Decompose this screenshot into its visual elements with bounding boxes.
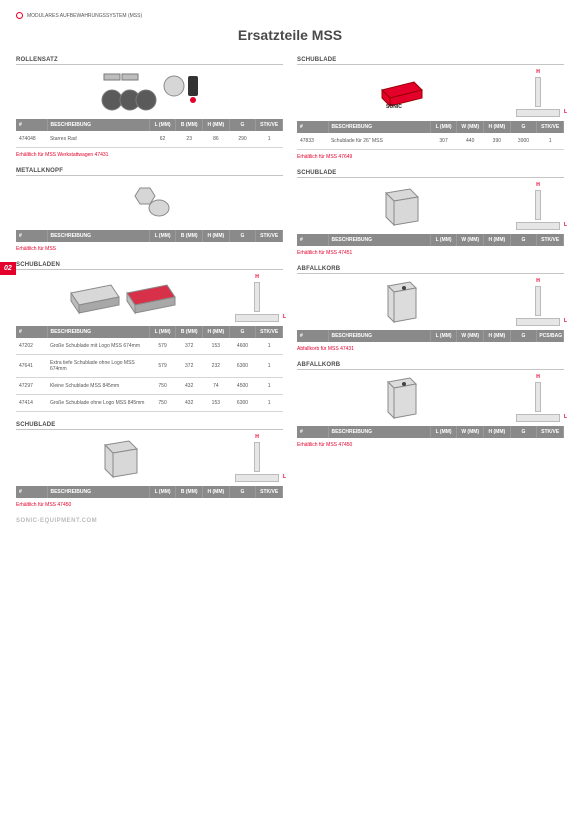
content-columns: ROLLENSATZ #BESCHREIBUNGL (MM)B (MM)H (MM…	[16, 57, 564, 508]
product-image: SONIC	[297, 71, 506, 117]
product-image	[16, 276, 225, 322]
table-row: 47641Extra tiefe Schublade ohne Logo MSS…	[16, 355, 283, 378]
table-row: 474048Starres Rad6223862901	[16, 131, 283, 148]
section-title: SCHUBLADE	[16, 422, 283, 428]
divider	[16, 175, 283, 176]
image-row: H	[16, 434, 283, 482]
dimension-diagram: H	[231, 434, 283, 482]
availability-note: Erhältlich für MSS 47649	[297, 154, 564, 160]
image-row	[16, 69, 283, 115]
table-row: 47297Kleine Schublade MSS 845mm750432744…	[16, 378, 283, 395]
availability-note: Erhältlich für MSS Werkstattwagen 47431	[16, 152, 283, 158]
spec-table: #BESCHREIBUNGL (MM)W (MM)H (MM)GSTK/VE	[297, 426, 564, 438]
left-column: ROLLENSATZ #BESCHREIBUNGL (MM)B (MM)H (MM…	[16, 57, 283, 508]
product-section: METALLKNOPF #BESCHREIBUNGL (MM)B (MM)H (M…	[16, 168, 283, 252]
dimension-diagram: H	[512, 278, 564, 326]
category-label: MODULARES AUFBEWAHRUNGSSYSTEM (MSS)	[27, 13, 142, 19]
section-title: SCHUBLADEN	[16, 262, 283, 268]
bullet-icon	[16, 12, 23, 19]
spec-table: #BESCHREIBUNGL (MM)B (MM)H (MM)GSTK/VE	[16, 230, 283, 242]
product-image	[16, 69, 283, 115]
dimension-diagram: H	[512, 182, 564, 230]
product-image	[297, 184, 506, 230]
divider	[297, 273, 564, 274]
product-section: SCHUBLADE H #BESCHREIBUNGL (MM)W (MM)H (MM…	[297, 170, 564, 256]
divider	[297, 369, 564, 370]
availability-note: Erhältlich für MSS 47451	[297, 250, 564, 256]
dimension-diagram: H	[512, 69, 564, 117]
table-row: 47833Schublade für 26" MSS30744039039001	[297, 133, 564, 150]
image-row: H	[16, 274, 283, 322]
spec-table: #BESCHREIBUNGL (MM)W (MM)H (MM)GSTK/VE47…	[297, 121, 564, 150]
table-row: 47202Große Schublade mit Logo MSS 674mm5…	[16, 338, 283, 355]
table-row: 47414Große Schublade ohne Logo MSS 845mm…	[16, 395, 283, 412]
image-row	[16, 180, 283, 226]
section-title: ABFALLKORB	[297, 266, 564, 272]
product-image	[16, 180, 283, 226]
section-title: METALLKNOPF	[16, 168, 283, 174]
product-section: ABFALLKORB H #BESCHREIBUNGL (MM)W (MM)H (M…	[297, 362, 564, 448]
svg-text:SONIC: SONIC	[386, 104, 402, 110]
dimension-diagram: H	[231, 274, 283, 322]
product-image	[16, 436, 225, 482]
header: MODULARES AUFBEWAHRUNGSSYSTEM (MSS)	[16, 12, 564, 19]
image-row: H	[297, 278, 564, 326]
product-section: SCHUBLADE SONIC H #BESCHREIBUNGL (MM)W (MM)…	[297, 57, 564, 160]
dimension-diagram: H	[512, 374, 564, 422]
footer-url: SONIC-EQUIPMENT.COM	[16, 518, 564, 524]
spec-table: #BESCHREIBUNGL (MM)B (MM)H (MM)GSTK/VE	[16, 486, 283, 498]
spec-table: #BESCHREIBUNGL (MM)B (MM)H (MM)GSTK/VE47…	[16, 326, 283, 412]
right-column: SCHUBLADE SONIC H #BESCHREIBUNGL (MM)W (MM)…	[297, 57, 564, 508]
divider	[297, 177, 564, 178]
product-image	[297, 280, 506, 326]
page-number-tab: 02	[0, 262, 16, 275]
divider	[16, 269, 283, 270]
page-title: Ersatzteile MSS	[16, 27, 564, 43]
availability-note: Erhältlich für MSS	[16, 246, 283, 252]
availability-note: Abfallkorb für MSS 47431	[297, 346, 564, 352]
section-title: ROLLENSATZ	[16, 57, 283, 63]
section-title: SCHUBLADE	[297, 170, 564, 176]
availability-note: Erhältlich für MSS 47450	[297, 442, 564, 448]
divider	[16, 429, 283, 430]
divider	[16, 64, 283, 65]
divider	[297, 64, 564, 65]
spec-table: #BESCHREIBUNGL (MM)W (MM)H (MM)GPCS/BAG	[297, 330, 564, 342]
spec-table: #BESCHREIBUNGL (MM)W (MM)H (MM)GSTK/VE	[297, 234, 564, 246]
image-row: H	[297, 374, 564, 422]
product-section: SCHUBLADE H #BESCHREIBUNGL (MM)B (MM)H (MM…	[16, 422, 283, 508]
product-section: ROLLENSATZ #BESCHREIBUNGL (MM)B (MM)H (MM…	[16, 57, 283, 158]
spec-table: #BESCHREIBUNGL (MM)B (MM)H (MM)GSTK/VE47…	[16, 119, 283, 148]
section-title: ABFALLKORB	[297, 362, 564, 368]
section-title: SCHUBLADE	[297, 57, 564, 63]
availability-note: Erhältlich für MSS 47450	[16, 502, 283, 508]
product-image	[297, 376, 506, 422]
product-section: ABFALLKORB H #BESCHREIBUNGL (MM)W (MM)H (M…	[297, 266, 564, 352]
product-section: SCHUBLADEN H#BESCHREIBUNGL (MM)B (MM)H (M…	[16, 262, 283, 412]
image-row: H	[297, 182, 564, 230]
image-row: SONIC H	[297, 69, 564, 117]
